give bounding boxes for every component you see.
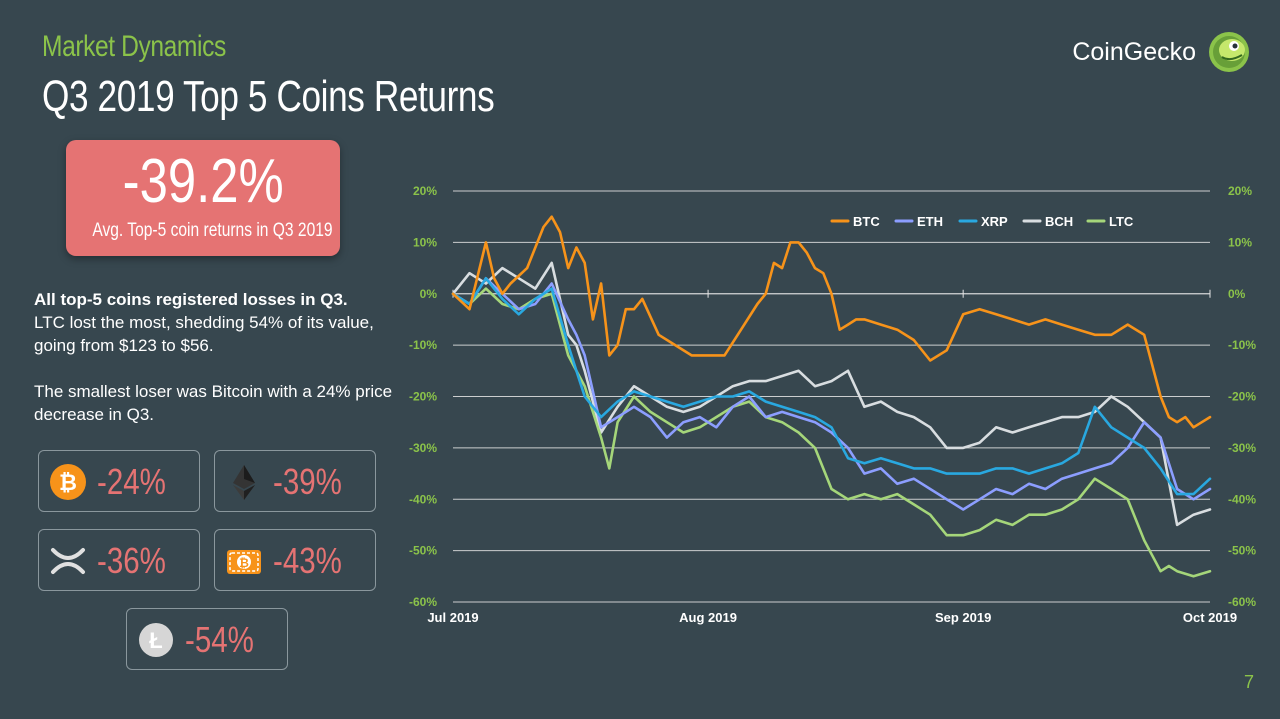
legend-label-bch: BCH	[1045, 214, 1073, 229]
section-subtitle: Market Dynamics	[42, 30, 226, 63]
y-tick-label-right: -30%	[1228, 441, 1256, 455]
coin-return: -54%	[185, 619, 254, 660]
y-tick-label-right: -50%	[1228, 544, 1256, 558]
ethereum-icon	[233, 465, 255, 500]
coin-card-ltc: Ł -54%	[126, 608, 288, 670]
y-tick-label-left: -40%	[409, 492, 437, 506]
brand: CoinGecko	[1072, 30, 1250, 74]
y-tick-label-right: -20%	[1228, 390, 1256, 404]
summary-headline: All top-5 coins registered losses in Q3.	[34, 290, 348, 309]
y-tick-label-left: 20%	[413, 184, 437, 198]
litecoin-icon: Ł	[139, 623, 173, 657]
legend-label-xrp: XRP	[981, 214, 1008, 229]
coin-card-xrp: -36%	[38, 529, 200, 591]
y-tick-label-left: -10%	[409, 338, 437, 352]
legend-label-eth: ETH	[917, 214, 943, 229]
coingecko-logo-icon	[1209, 32, 1249, 72]
brand-name: CoinGecko	[1072, 37, 1196, 66]
returns-line-chart: 20% 20% 10% 10% 0% 0% -10% -10% -20% -20% -30% -30%…	[409, 184, 1256, 625]
coin-card-bch: ₿ -43%	[214, 529, 376, 591]
x-tick-label: Sep 2019	[935, 610, 991, 625]
y-tick-label-left: -60%	[409, 595, 437, 609]
avg-return-card: -39.2% Avg. Top-5 coin returns in Q3 201…	[66, 140, 340, 256]
legend-label-ltc: LTC	[1109, 214, 1134, 229]
series-line-eth	[451, 277, 1212, 511]
y-tick-label-right: 0%	[1228, 287, 1246, 301]
summary-text: All top-5 coins registered losses in Q3.…	[34, 288, 394, 426]
summary-line-1: LTC lost the most, shedding 54% of its v…	[34, 313, 374, 355]
coin-card-eth: -39%	[214, 450, 376, 512]
legend-label-btc: BTC	[853, 214, 880, 229]
svg-text:₿: ₿	[59, 470, 77, 495]
avg-return-caption: Avg. Top-5 coin returns in Q3 2019	[92, 220, 333, 241]
series-line-bch	[451, 261, 1212, 527]
x-tick-label: Aug 2019	[679, 610, 737, 625]
y-tick-label-right: 20%	[1228, 184, 1252, 198]
svg-text:Ł: Ł	[149, 628, 162, 653]
x-tick-label: Oct 2019	[1183, 610, 1237, 625]
y-tick-label-right: 10%	[1228, 235, 1252, 249]
coin-card-btc: ₿ -24%	[38, 450, 200, 512]
y-tick-label-left: -30%	[409, 441, 437, 455]
y-tick-label-right: -60%	[1228, 595, 1256, 609]
page-number: 7	[1243, 672, 1254, 692]
bitcoin-cash-icon: ₿	[227, 550, 261, 574]
summary-line-2: The smallest loser was Bitcoin with a 24…	[34, 382, 393, 424]
page-title: Q3 2019 Top 5 Coins Returns	[42, 72, 495, 121]
y-tick-label-left: 0%	[420, 287, 438, 301]
y-tick-label-left: -20%	[409, 390, 437, 404]
svg-text:₿: ₿	[239, 556, 249, 570]
avg-return-value: -39.2%	[122, 147, 284, 216]
series-line-btc	[451, 215, 1212, 429]
xrp-icon	[51, 548, 85, 574]
coin-return: -24%	[97, 461, 166, 502]
y-tick-label-right: -40%	[1228, 492, 1256, 506]
coin-return: -39%	[273, 461, 342, 502]
y-tick-label-right: -10%	[1228, 338, 1256, 352]
coin-return: -36%	[97, 540, 166, 581]
x-tick-label: Jul 2019	[427, 610, 478, 625]
series-line-xrp	[451, 277, 1212, 496]
bitcoin-icon: ₿	[50, 464, 86, 500]
coin-return: -43%	[273, 540, 342, 581]
y-tick-label-left: 10%	[413, 235, 437, 249]
y-tick-label-left: -50%	[409, 544, 437, 558]
